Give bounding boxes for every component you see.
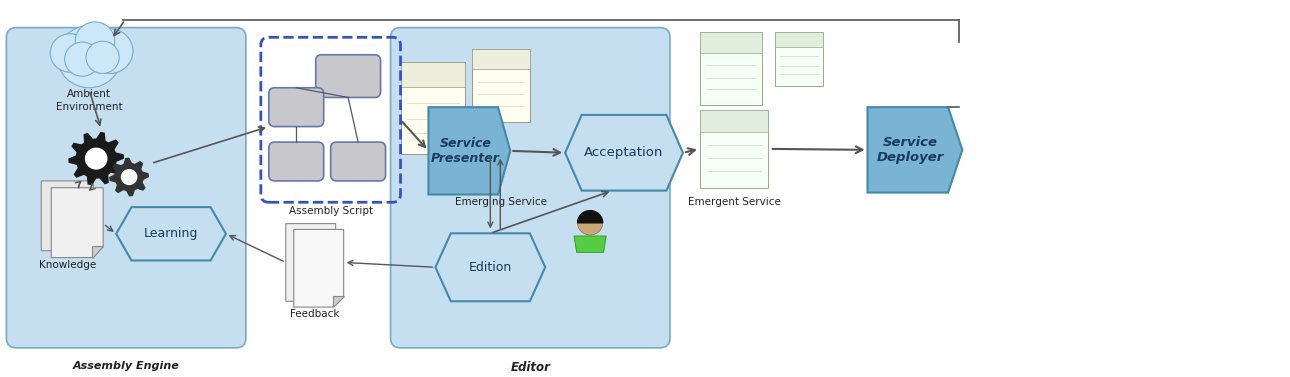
Polygon shape [578, 211, 602, 223]
Circle shape [50, 34, 90, 72]
Text: Service
Presenter: Service Presenter [431, 137, 499, 165]
Polygon shape [116, 207, 226, 261]
Text: Emergent Service: Emergent Service [689, 198, 782, 207]
Bar [400, 61, 466, 87]
Bar [775, 32, 823, 86]
Bar [700, 110, 768, 132]
FancyBboxPatch shape [316, 55, 381, 98]
FancyBboxPatch shape [268, 142, 324, 181]
Text: Ambient
Environment: Ambient Environment [55, 89, 123, 112]
Text: Service
Deployer: Service Deployer [876, 136, 944, 164]
Polygon shape [333, 296, 343, 307]
Polygon shape [574, 236, 606, 253]
Circle shape [86, 29, 133, 74]
Polygon shape [286, 224, 335, 301]
Polygon shape [436, 233, 546, 301]
FancyBboxPatch shape [6, 28, 246, 348]
Text: Learning: Learning [144, 227, 199, 240]
Circle shape [75, 22, 115, 60]
Polygon shape [110, 158, 150, 196]
Polygon shape [428, 107, 511, 195]
Polygon shape [41, 181, 93, 251]
Text: Feedback: Feedback [290, 309, 339, 319]
Bar [700, 32, 762, 105]
Polygon shape [867, 107, 962, 193]
Text: Acceptation: Acceptation [584, 146, 664, 159]
Text: Assembly Script: Assembly Script [289, 206, 373, 216]
Text: Knowledge: Knowledge [39, 261, 97, 270]
Circle shape [57, 26, 121, 88]
Bar [775, 32, 823, 48]
Text: Edition: Edition [468, 261, 512, 274]
Text: Assembly Engine: Assembly Engine [72, 362, 179, 371]
Circle shape [85, 148, 107, 169]
Polygon shape [294, 230, 343, 307]
Polygon shape [68, 132, 124, 185]
Circle shape [86, 41, 119, 74]
Bar [472, 49, 530, 69]
Text: Emerging Service: Emerging Service [455, 198, 547, 207]
Circle shape [64, 42, 99, 76]
FancyBboxPatch shape [330, 142, 386, 181]
Bar [400, 61, 466, 154]
Bar [472, 49, 530, 122]
FancyBboxPatch shape [268, 88, 324, 127]
Polygon shape [81, 240, 93, 251]
Polygon shape [52, 188, 103, 257]
Polygon shape [565, 115, 682, 191]
Bar [700, 110, 768, 188]
Bar [700, 32, 762, 53]
Polygon shape [325, 291, 335, 301]
FancyBboxPatch shape [391, 28, 670, 348]
Circle shape [578, 211, 602, 235]
Polygon shape [92, 247, 103, 257]
Text: Editor: Editor [511, 362, 551, 374]
Circle shape [121, 170, 137, 184]
